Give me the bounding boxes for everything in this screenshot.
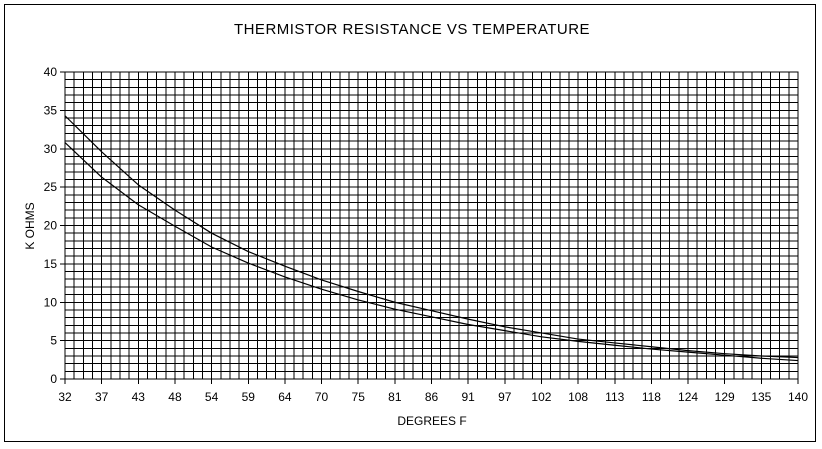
y-tick-label: 20 [44, 219, 58, 233]
chart-title: THERMISTOR RESISTANCE VS TEMPERATURE [234, 21, 590, 38]
y-tick-label: 25 [44, 180, 58, 194]
x-tick-label: 118 [642, 390, 661, 404]
x-tick-label: 140 [788, 390, 808, 404]
x-tick-label: 54 [205, 390, 219, 404]
x-axis-label: DEGREES F [397, 414, 466, 428]
tick-labels: 0 5 10 15 20 25 30 35 40 32 37 43 48 54 59 64 70 75 81 86 91… [44, 65, 809, 404]
grid [64, 71, 799, 380]
x-tick-label: 64 [278, 390, 292, 404]
y-tick-label: 15 [44, 257, 58, 271]
series-line-1 [64, 115, 799, 359]
x-tick-label: 86 [425, 390, 439, 404]
series-lines [64, 115, 799, 362]
y-tick-label: 35 [44, 103, 58, 117]
x-tick-label: 129 [715, 390, 735, 404]
y-axis-label: K OHMS [23, 202, 37, 249]
x-tick-label: 32 [58, 390, 72, 404]
chart-frame [4, 4, 816, 442]
y-tick-label: 0 [50, 372, 57, 386]
x-tick-label: 48 [168, 390, 182, 404]
x-tick-label: 59 [242, 390, 256, 404]
x-tick-label: 91 [461, 390, 475, 404]
x-tick-label: 108 [568, 390, 588, 404]
y-tick-label: 30 [44, 142, 58, 156]
x-tick-label: 81 [388, 390, 402, 404]
series-line-2 [64, 142, 799, 362]
x-tick-label: 135 [751, 390, 771, 404]
x-tick-label: 37 [95, 390, 109, 404]
x-tick-label: 97 [498, 390, 512, 404]
y-tick-label: 10 [44, 295, 58, 309]
x-tick-label: 70 [315, 390, 329, 404]
x-tick-label: 43 [132, 390, 146, 404]
x-tick-label: 113 [605, 390, 624, 404]
x-tick-label: 124 [678, 390, 698, 404]
y-tick-label: 5 [50, 334, 57, 348]
x-tick-label: 75 [352, 390, 366, 404]
y-tick-label: 40 [44, 65, 58, 79]
x-tick-label: 102 [531, 390, 551, 404]
